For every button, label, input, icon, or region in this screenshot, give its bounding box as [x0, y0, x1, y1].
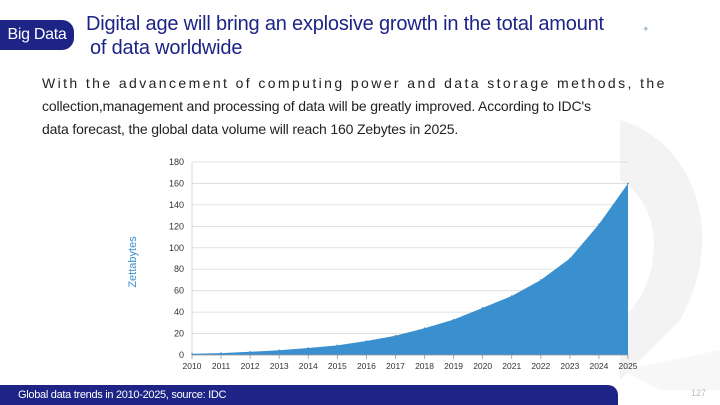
body-line-2: collection,management and processing of …	[42, 98, 591, 114]
data-point-2022	[540, 279, 542, 281]
data-point-2020	[481, 307, 484, 309]
x-tick-label: 2024	[589, 361, 608, 371]
data-point-2013	[278, 349, 280, 352]
y-tick-label: 40	[174, 307, 184, 317]
x-tick-label: 2021	[502, 361, 521, 371]
x-tick-label: 2023	[560, 361, 579, 371]
data-point-2012	[249, 350, 251, 353]
data-point-2016	[365, 340, 368, 342]
x-tick-label: 2013	[270, 361, 289, 371]
data-point-2019	[452, 318, 455, 321]
series-area-fill	[192, 183, 628, 355]
y-tick-label: 140	[169, 200, 184, 210]
data-point-2021	[510, 295, 513, 297]
y-tick-labels: 0 20 40 60 80 100 120 140 160 180	[169, 157, 184, 360]
x-tick-label: 2019	[444, 361, 463, 371]
section-badge: Big Data	[0, 20, 74, 50]
title-line-1: Digital age will bring an explosive grow…	[86, 13, 604, 35]
title-line-2: of data worldwide	[90, 37, 243, 59]
data-point-2015	[336, 344, 339, 347]
slide-title: Digital age will bring an explosive grow…	[86, 12, 686, 60]
x-tick-label: 2011	[212, 361, 231, 371]
data-point-2011	[220, 352, 222, 354]
x-tick-label: 2020	[473, 361, 492, 371]
x-tick-label: 2022	[531, 361, 550, 371]
y-tick-label: 120	[169, 221, 184, 231]
data-point-2018	[423, 327, 426, 329]
x-tick-label: 2010	[183, 361, 202, 371]
y-axis-label: Zettabytes	[127, 236, 139, 288]
body-paragraph: With the advancement of computing power …	[42, 72, 702, 141]
body-line-1: With the advancement of computing power …	[42, 75, 667, 91]
y-tick-label: 160	[169, 178, 184, 188]
figure-caption: Global data trends in 2010-2025, source:…	[0, 385, 618, 405]
watermark-logo: ✦	[642, 24, 650, 34]
y-tick-label: 20	[174, 329, 184, 339]
y-tick-label: 60	[174, 286, 184, 296]
x-tick-label: 2012	[241, 361, 260, 371]
x-tick-label: 2017	[386, 361, 405, 371]
data-volume-chart: 0 20 40 60 80 100 120 140 160 180 2010 2011 2012 201…	[120, 150, 640, 375]
x-tick-labels: 2010 2011 2012 2013 2014 2015 2016 2017 2018 2019…	[183, 354, 638, 371]
y-tick-label: 100	[169, 243, 184, 253]
data-point-2023	[569, 257, 571, 260]
x-tick-label: 2025	[619, 361, 638, 371]
x-tick-label: 2018	[415, 361, 434, 371]
x-tick-label: 2015	[328, 361, 347, 371]
y-tick-label: 80	[174, 264, 184, 274]
x-tick-label: 2014	[299, 361, 318, 371]
data-point-2025	[627, 182, 629, 185]
page-number: 127	[690, 388, 706, 398]
x-tick-label: 2016	[357, 361, 376, 371]
data-point-2014	[307, 347, 310, 349]
body-line-3: data forecast, the global data volume wi…	[42, 121, 459, 137]
data-point-2024	[598, 223, 600, 225]
data-point-2010	[191, 352, 193, 355]
y-tick-label: 0	[179, 350, 184, 360]
series-area	[191, 182, 629, 355]
data-point-2017	[394, 334, 397, 337]
y-tick-label: 180	[169, 157, 184, 167]
